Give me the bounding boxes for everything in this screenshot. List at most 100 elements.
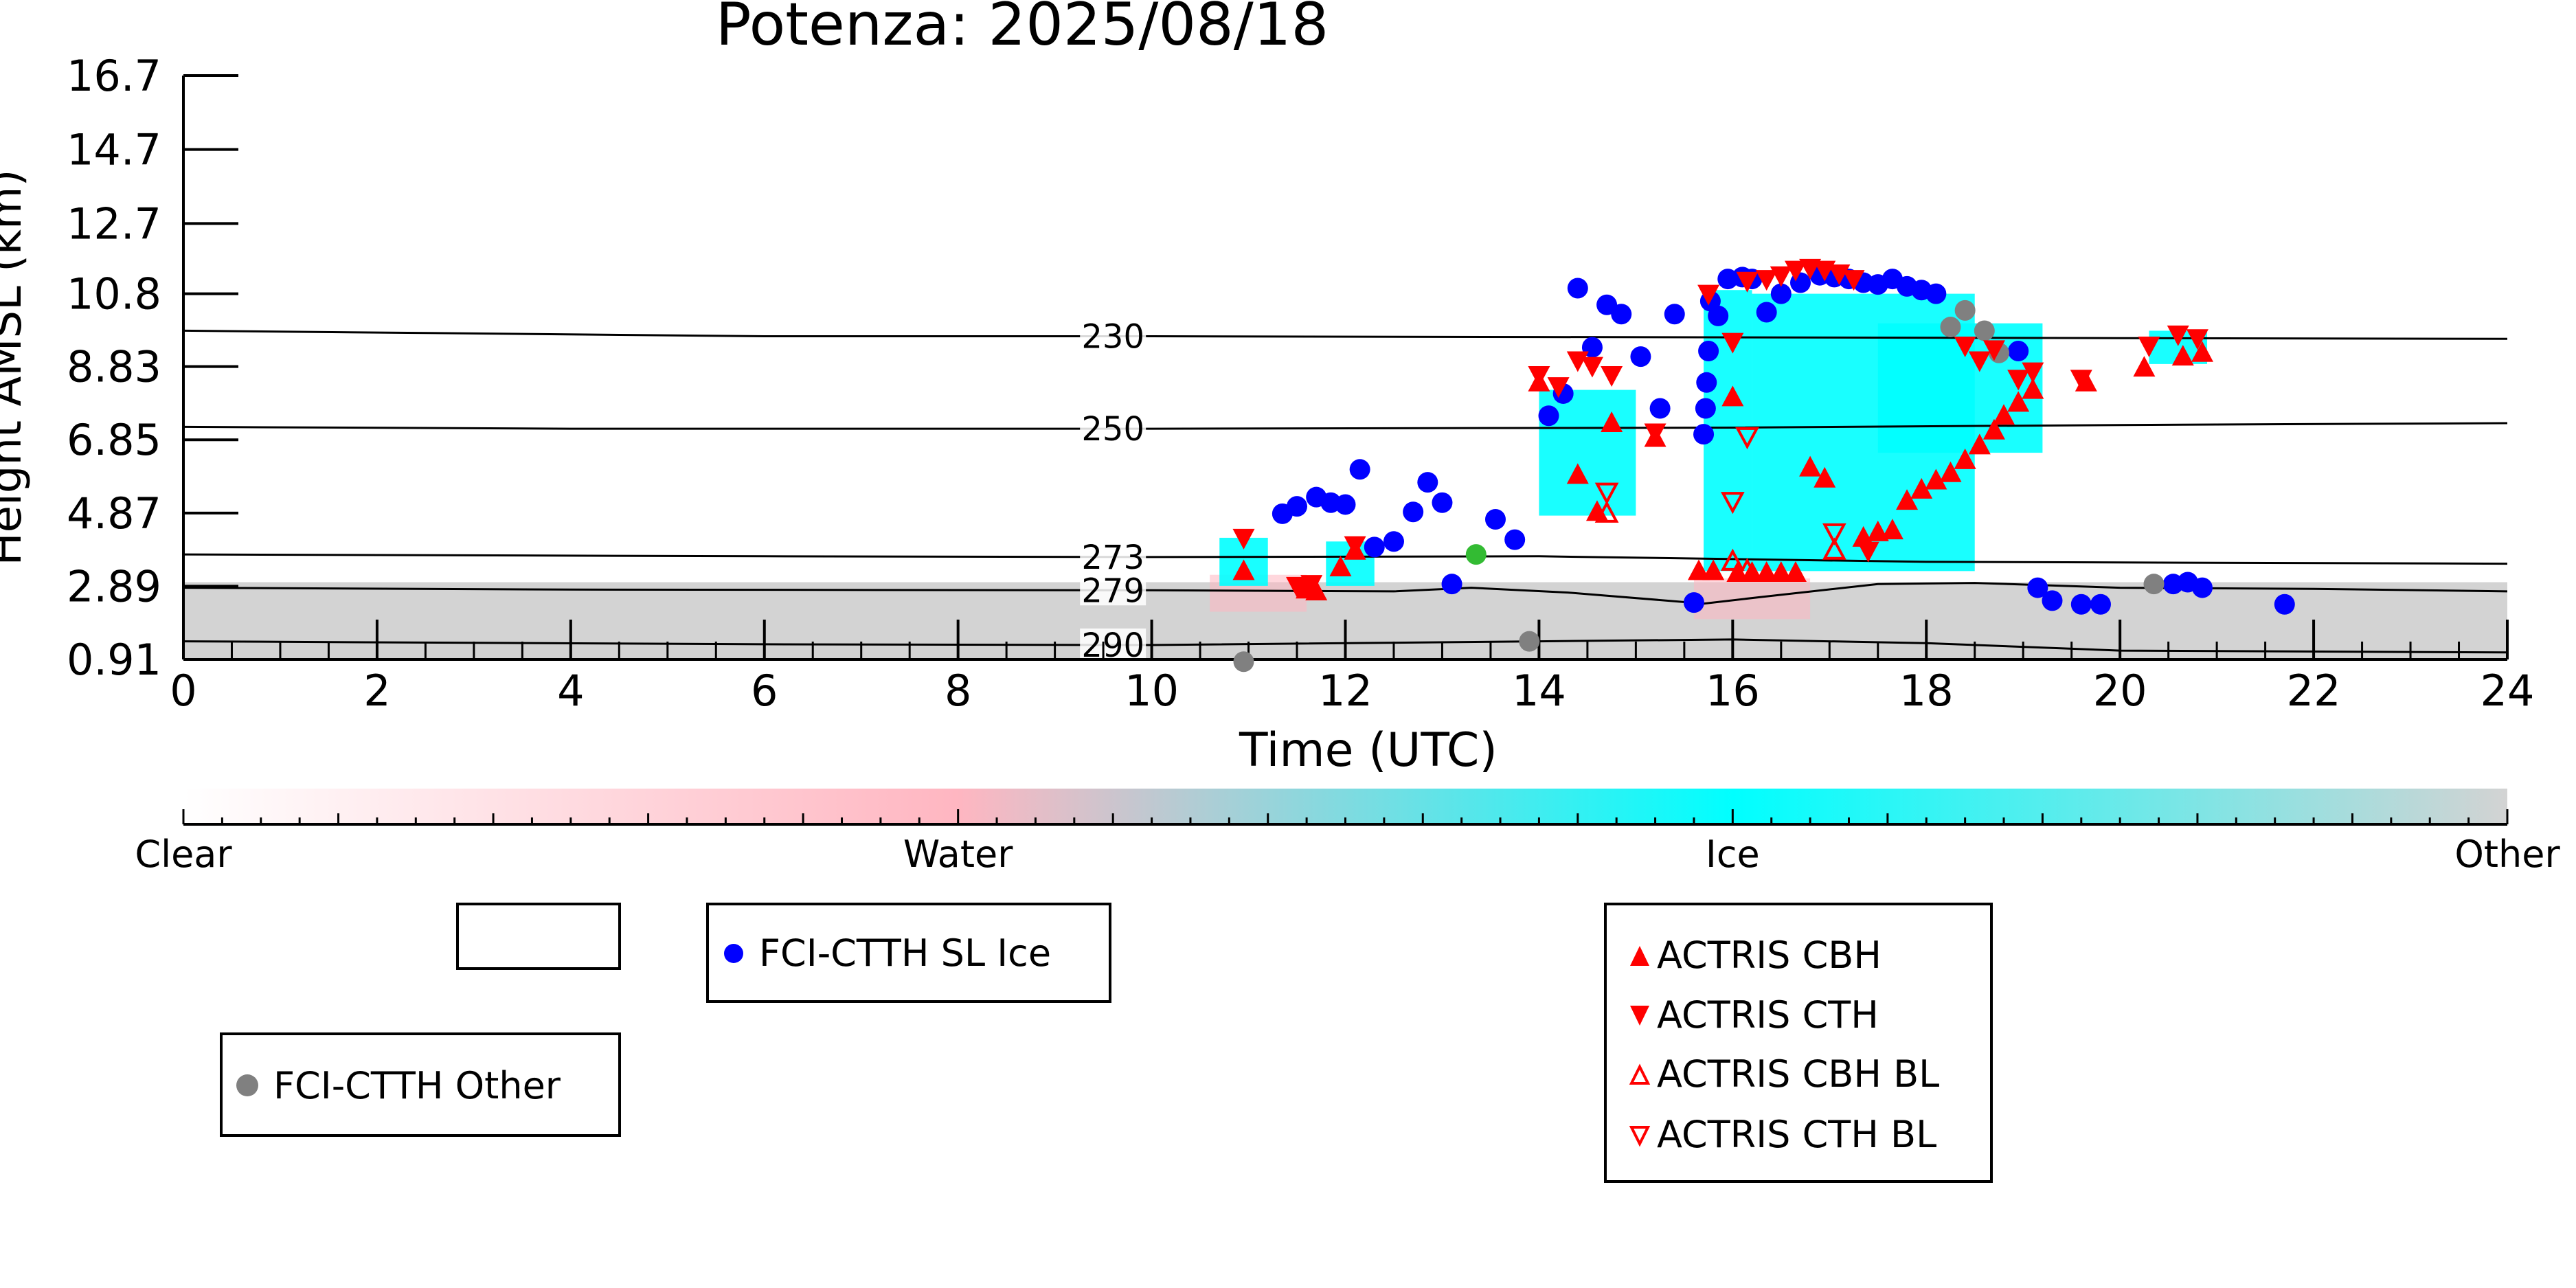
fci-ctth-other-point bbox=[2143, 574, 2165, 595]
fci-ctth-sl-ice-point bbox=[1770, 283, 1792, 304]
fci-ctth-sl-ice-point bbox=[1693, 424, 1715, 445]
legend-box-sl-ice: FCI-CTTH SL Ice bbox=[706, 903, 1111, 1003]
actris-cth-point bbox=[2138, 336, 2160, 357]
isotherm-line-250 bbox=[183, 422, 2507, 430]
actris-cth-point bbox=[2186, 329, 2208, 350]
fci-ctth-unlabeled-point bbox=[1465, 544, 1487, 565]
legend-label-actris-cbh-bl: ACTRIS CBH BL bbox=[1657, 1052, 1939, 1096]
isotherm-label-bg bbox=[1080, 540, 1146, 572]
actris-cth-point bbox=[1528, 366, 1550, 387]
fci-ctth-sl-ice-point bbox=[1664, 304, 1685, 325]
y-tick-label: 12.7 bbox=[67, 199, 161, 249]
actris-cth-point bbox=[1581, 357, 1603, 378]
x-tick-label: 14 bbox=[1512, 666, 1566, 716]
actris-cth-point bbox=[1344, 536, 1366, 557]
actris-cbh-point bbox=[1784, 561, 1807, 583]
isotherm-label-250: 250 bbox=[1081, 410, 1144, 449]
fci-ctth-sl-ice-point bbox=[2191, 577, 2213, 598]
y-tick-label: 16.7 bbox=[67, 51, 161, 101]
x-tick-label: 8 bbox=[945, 666, 971, 716]
legend-label-actris-cth: ACTRIS CTH bbox=[1657, 993, 1879, 1037]
actris-cbh-point bbox=[1799, 455, 1822, 477]
fci-ctth-sl-ice-point bbox=[1695, 398, 1716, 419]
actris-cth-point bbox=[1770, 266, 1792, 287]
actris-cbh-point bbox=[2171, 345, 2194, 366]
actris-cbh-point bbox=[1954, 448, 1976, 469]
actris-cth-point bbox=[2007, 370, 2030, 391]
actris-cth-point bbox=[1601, 366, 1623, 387]
fci-ctth-sl-ice-point bbox=[1538, 405, 1559, 427]
y-tick-label: 14.7 bbox=[67, 125, 161, 175]
fci-ctth-sl-ice-point bbox=[1696, 372, 1717, 393]
legend-label-actris-cbh: ACTRIS CBH bbox=[1657, 934, 1882, 977]
actris-cth-point bbox=[1842, 270, 1865, 291]
colorbar-ticks bbox=[182, 809, 2509, 826]
actris-cbh-point bbox=[2133, 356, 2156, 377]
actris-cth-point bbox=[1755, 270, 1778, 291]
actris-cth-point bbox=[1784, 260, 1807, 282]
fci-ctth-sl-ice-point bbox=[1708, 305, 1729, 326]
isotherm-label-279: 279 bbox=[1081, 572, 1144, 610]
fci-ctth-sl-ice-point bbox=[1649, 398, 1671, 419]
actris-cbh-bl-point bbox=[1822, 537, 1846, 560]
actris-cbh-point bbox=[1881, 519, 1903, 540]
actris-cbh-point bbox=[2191, 341, 2213, 362]
fci-ctth-sl-ice-point bbox=[2090, 594, 2111, 615]
actris-cbh-point bbox=[1770, 561, 1792, 583]
actris-cth-point bbox=[1954, 336, 1976, 357]
fci-ctth-sl-ice-point bbox=[2008, 341, 2029, 362]
legend-box-actris: ACTRIS CBH ACTRIS CTH ACTRIS CBH BL ACTR… bbox=[1604, 903, 1993, 1183]
actris-cbh-point bbox=[2022, 378, 2044, 399]
isotherm-label-230: 230 bbox=[1081, 318, 1144, 357]
actris-cbh-point bbox=[1910, 477, 1933, 499]
actris-cth-point bbox=[1566, 351, 1589, 372]
legend-marker-actris-cbh-bl bbox=[1629, 1063, 1651, 1085]
actris-cbh-point bbox=[1566, 463, 1589, 484]
y-tick-label: 2.89 bbox=[67, 561, 161, 611]
isotherm-line-230 bbox=[183, 329, 2507, 340]
fci-ctth-sl-ice-point bbox=[1441, 574, 1462, 595]
isotherm-label-273: 273 bbox=[1081, 539, 1144, 577]
fci-ctth-sl-ice-point bbox=[1335, 494, 1356, 515]
fci-ctth-sl-ice-point bbox=[2042, 590, 2063, 611]
colorbar-labels: Clear Water Ice Other bbox=[135, 833, 2560, 876]
actris-cth-bl-point bbox=[1735, 427, 1759, 450]
markers-layer bbox=[1232, 258, 2295, 673]
y-tick-label: 0.91 bbox=[67, 635, 161, 685]
colorbar-label-other: Other bbox=[2454, 833, 2560, 876]
actris-cbh-point bbox=[1329, 555, 1352, 576]
x-tick-label: 2 bbox=[363, 666, 390, 716]
actris-cth-point bbox=[1286, 576, 1309, 598]
actris-cth-point bbox=[1828, 264, 1851, 285]
actris-cth-bl-point bbox=[1720, 492, 1745, 515]
actris-cth-bl-point bbox=[1822, 523, 1846, 546]
legend-label-sl-ice: FCI-CTTH SL Ice bbox=[759, 931, 1051, 975]
y-tick-label: 10.8 bbox=[67, 269, 161, 319]
actris-cth-point bbox=[2167, 325, 2189, 346]
actris-cbh-point bbox=[1721, 385, 1744, 407]
fci-ctth-other-point bbox=[1940, 317, 1961, 338]
actris-cbh-point bbox=[1687, 559, 1710, 580]
fci-ctth-sl-ice-point bbox=[1432, 492, 1453, 513]
actris-cbh-point bbox=[1726, 561, 1749, 583]
fci-ctth-sl-ice-point bbox=[1504, 529, 1526, 550]
fci-ctth-other-point bbox=[1519, 631, 1540, 652]
actris-cbh-point bbox=[1702, 559, 1725, 580]
x-tick-label: 18 bbox=[1899, 666, 1954, 716]
actris-cth-point bbox=[1721, 332, 1744, 354]
actris-cbh-bl-point bbox=[1735, 558, 1759, 580]
fci-ctth-other-point bbox=[1974, 320, 1995, 341]
isotherm-label-bg bbox=[1080, 319, 1146, 352]
actris-cth-point bbox=[2070, 370, 2092, 391]
isotherm-label-bg bbox=[1080, 412, 1146, 444]
fci-ctth-sl-ice-point bbox=[1403, 501, 1424, 523]
actris-cbh-bl-point bbox=[1594, 500, 1619, 523]
x-tick-label: 12 bbox=[1318, 666, 1372, 716]
legend-marker-sl-ice bbox=[724, 944, 743, 963]
legend-marker-other bbox=[236, 1074, 258, 1096]
fci-ctth-sl-ice-point bbox=[1364, 536, 1385, 558]
actris-cbh-point bbox=[1232, 559, 1255, 580]
actris-cbh-point bbox=[1896, 489, 1919, 510]
